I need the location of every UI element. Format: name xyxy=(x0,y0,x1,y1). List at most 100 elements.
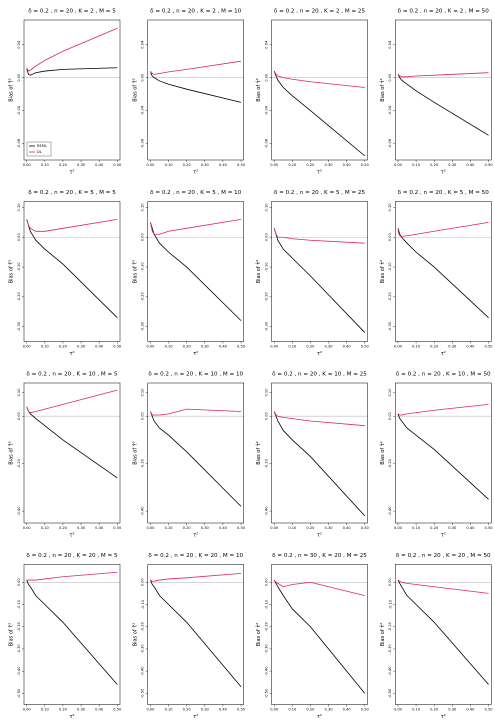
x-tick-label: 0.50 xyxy=(485,526,494,530)
y-tick-label: -0.30 xyxy=(17,321,21,331)
x-tick-label: 0.20 xyxy=(59,708,68,712)
y-axis-label: Bias of τ̂² xyxy=(9,441,15,465)
plot-frame xyxy=(395,19,492,161)
y-tick-label: -0.40 xyxy=(141,666,145,676)
x-tick-label: 0.00 xyxy=(146,163,155,167)
x-tick-label: 0.40 xyxy=(219,526,228,530)
series-line xyxy=(273,70,366,157)
x-tick-label: 0.00 xyxy=(23,526,32,530)
y-tick-label: -0.04 xyxy=(141,105,145,115)
plot-frame xyxy=(147,382,244,524)
plot-frame xyxy=(23,382,121,524)
y-tick-label: -0.30 xyxy=(388,321,392,331)
y-tick-label: 0.00 xyxy=(265,73,269,82)
x-tick-label: 0.30 xyxy=(448,345,457,349)
y-tick-label: 0.00 xyxy=(17,233,21,242)
series-line xyxy=(397,413,489,500)
y-tick-label: -0.08 xyxy=(265,138,269,148)
y-tick-label: 0.04 xyxy=(265,40,269,49)
x-tick-label: 0.00 xyxy=(270,708,279,712)
y-tick-label: 0.10 xyxy=(141,388,145,397)
x-axis-label: τ² xyxy=(317,714,322,720)
x-tick-label: 0.40 xyxy=(343,163,352,167)
x-tick-label: 0.00 xyxy=(394,526,403,530)
y-tick-label: -0.40 xyxy=(141,506,145,516)
y-tick-label: -0.10 xyxy=(388,599,392,609)
y-tick-label: 0.10 xyxy=(388,203,392,212)
panel-title: δ = 0.2 , n = 20 , K = 10 , M = 5 xyxy=(26,372,118,378)
plot-frame xyxy=(271,564,368,705)
y-tick-label: 0.00 xyxy=(265,412,269,421)
y-tick-label: -0.04 xyxy=(17,105,21,115)
x-tick-label: 0.40 xyxy=(343,708,352,712)
x-tick-label: 0.40 xyxy=(219,708,228,712)
x-tick-label: 0.20 xyxy=(306,526,315,530)
y-tick-label: -0.40 xyxy=(388,666,392,676)
x-tick-label: 0.00 xyxy=(146,526,155,530)
plot-frame xyxy=(147,19,244,161)
y-tick-label: 0.00 xyxy=(17,73,21,82)
y-axis-label: Bias of τ̂² xyxy=(256,441,262,465)
x-tick-label: 0.10 xyxy=(412,526,421,530)
x-tick-label: 0.40 xyxy=(343,526,352,530)
x-tick-label: 0.10 xyxy=(412,163,421,167)
series-line xyxy=(150,218,242,235)
x-tick-label: 0.20 xyxy=(59,345,68,349)
y-tick-label: -0.20 xyxy=(141,291,145,301)
panel-title: δ = 0.2 , n = 20 , K = 10 , M = 10 xyxy=(148,372,243,378)
y-tick-label: -0.10 xyxy=(141,262,145,272)
x-tick-label: 0.40 xyxy=(95,163,104,167)
series-line xyxy=(273,411,365,427)
x-tick-label: 0.10 xyxy=(412,345,421,349)
x-axis-label: τ² xyxy=(69,170,74,176)
x-tick-label: 0.40 xyxy=(219,163,228,167)
x-tick-label: 0.30 xyxy=(201,345,210,349)
y-tick-label: -0.40 xyxy=(17,506,21,516)
y-tick-label: 0.00 xyxy=(265,233,269,242)
x-tick-label: 0.20 xyxy=(430,163,439,167)
x-tick-label: 0.30 xyxy=(325,345,334,349)
x-tick-label: 0.10 xyxy=(41,345,50,349)
y-tick-label: -0.40 xyxy=(388,506,392,516)
y-tick-label: 0.00 xyxy=(141,73,145,82)
x-tick-label: 0.00 xyxy=(23,163,32,167)
panel-title: δ = 0.2 , n = 20 , K = 5 , M = 5 xyxy=(28,190,116,196)
x-tick-label: 0.50 xyxy=(237,163,246,167)
series-line xyxy=(150,572,242,582)
y-tick-label: -0.20 xyxy=(17,458,21,468)
series-line xyxy=(26,218,118,232)
y-tick-label: -0.30 xyxy=(265,644,269,654)
x-tick-label: 0.20 xyxy=(59,163,68,167)
y-axis-label: Bias of τ̂² xyxy=(256,623,262,647)
y-tick-label: -0.20 xyxy=(265,458,269,468)
x-tick-label: 0.50 xyxy=(485,708,494,712)
y-tick-label: -0.20 xyxy=(265,291,269,301)
y-tick-label: -0.10 xyxy=(17,262,21,272)
x-tick-label: 0.50 xyxy=(237,708,246,712)
panel-title: δ = 0.2 , n = 20 , K = 20 , M = 5 xyxy=(26,553,118,559)
y-tick-label: -0.04 xyxy=(265,105,269,115)
series-line xyxy=(397,579,489,594)
panel-title: δ = 0.2 , n = 20 , K = 2 , M = 5 xyxy=(28,9,116,15)
y-tick-label: -0.10 xyxy=(265,262,269,272)
y-tick-label: -0.20 xyxy=(141,458,145,468)
y-axis-label: Bias of τ̂² xyxy=(132,260,138,284)
x-tick-label: 0.10 xyxy=(41,163,50,167)
series-line xyxy=(26,389,118,414)
x-tick-label: 0.00 xyxy=(394,345,403,349)
series-line xyxy=(273,411,366,517)
x-tick-label: 0.10 xyxy=(288,345,297,349)
x-tick-label: 0.20 xyxy=(183,708,192,712)
series-line xyxy=(150,222,242,321)
x-axis-label: τ² xyxy=(317,533,322,539)
x-tick-label: 0.50 xyxy=(361,345,370,349)
x-tick-label: 0.20 xyxy=(430,345,439,349)
x-tick-label: 0.30 xyxy=(201,708,210,712)
x-tick-label: 0.40 xyxy=(466,163,475,167)
plot-frame xyxy=(23,201,121,342)
series-line xyxy=(26,406,118,479)
y-tick-label: -0.08 xyxy=(17,138,21,148)
panel-title: δ = 0.2 , n = 20 , K = 10 , M = 50 xyxy=(396,372,491,378)
x-tick-label: 0.30 xyxy=(77,345,86,349)
